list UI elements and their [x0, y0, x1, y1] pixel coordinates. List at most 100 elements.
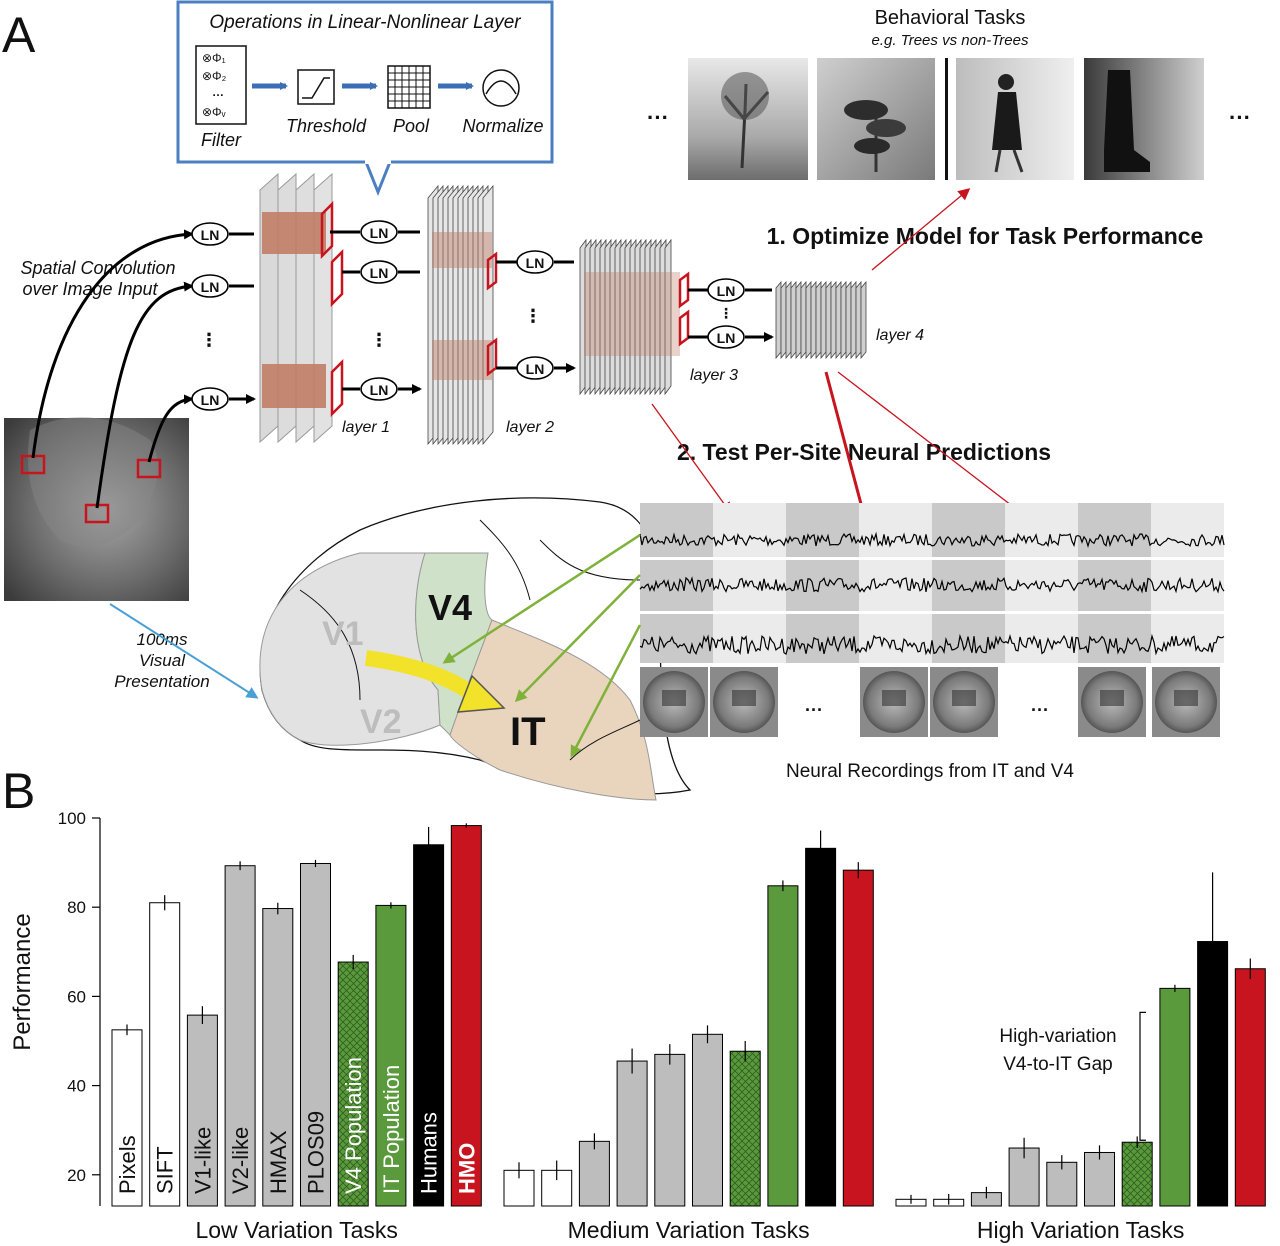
- bar-hmax: [262, 908, 294, 1207]
- ln-node: LN: [717, 283, 736, 299]
- gap-annotation-line2: V4-to-IT Gap: [1003, 1054, 1112, 1075]
- filter-term-2: ⊗Φ₂: [202, 69, 227, 83]
- feature-map: [820, 280, 827, 360]
- gap-annotation-line1: High-variation: [999, 1026, 1116, 1047]
- y-tick-label: 20: [67, 1166, 86, 1185]
- feature-map: [795, 280, 802, 360]
- neural-trace: [639, 531, 1225, 548]
- bar-v4-population: [1121, 1141, 1153, 1207]
- tree-image: [688, 58, 808, 180]
- layer-1-label: layer 1: [342, 419, 390, 436]
- gap-bracket: [1139, 1011, 1146, 1141]
- ln-node: LN: [526, 255, 545, 271]
- behavioral-dots-left: ···: [647, 105, 669, 130]
- feature-map: [845, 280, 852, 360]
- op-normalize: Normalize: [462, 116, 543, 136]
- ln-box-title: Operations in Linear-Nonlinear Layer: [209, 12, 521, 33]
- stimuli-dots-2: ···: [1031, 700, 1049, 720]
- input-image: [4, 417, 189, 601]
- bar-label: HMAX: [266, 1130, 291, 1194]
- ellipsis-vertical: ⋮: [524, 306, 542, 326]
- bar-v4-population: [729, 1050, 761, 1207]
- boots-image: [1084, 58, 1204, 180]
- neural-trace: [639, 576, 1225, 594]
- bar-pixels: [111, 1029, 143, 1207]
- ln-column-2: LN LN ⋮ LN: [330, 220, 420, 401]
- layer-3-stack: [579, 238, 690, 396]
- ln-node: LN: [526, 361, 545, 377]
- y-axis-label: Performance: [9, 913, 36, 1050]
- recording-arrows: [442, 533, 642, 758]
- threshold-icon: [297, 69, 335, 105]
- presentation-line3: Presentation: [114, 672, 209, 691]
- op-pool: Pool: [393, 116, 430, 136]
- ln-column-3: LN ⋮ LN: [496, 250, 574, 380]
- feature-map: [664, 238, 672, 396]
- stimulus-image: [710, 667, 778, 737]
- op-threshold: Threshold: [286, 116, 367, 136]
- filter-term-3: …: [212, 85, 224, 99]
- bar-plos09: [692, 1033, 723, 1207]
- stimulus-thumbnails: [640, 667, 1220, 737]
- bar-label: Pixels: [115, 1135, 140, 1194]
- bar-label: IT Population: [379, 1065, 404, 1194]
- stimuli-dots-1: ···: [805, 700, 823, 720]
- woman-image: [956, 58, 1074, 180]
- feature-map: [840, 280, 847, 360]
- spatial-conv-line1: Spatial Convolution: [20, 258, 175, 278]
- stimulus-image: [1152, 667, 1220, 737]
- bar-v1-like: [186, 1014, 218, 1207]
- ln-node: LN: [201, 227, 220, 243]
- ln-node: LN: [370, 382, 389, 398]
- spatial-conv-line2: over Image Input: [22, 279, 158, 299]
- bar-v4-population: [337, 961, 369, 1207]
- panel-a-label: A: [2, 7, 36, 63]
- ellipsis-vertical: ⋮: [370, 330, 388, 350]
- behavioral-dots-right: ···: [1229, 105, 1251, 130]
- ln-operations-box: Operations in Linear-Nonlinear Layer ⊗Φ₁…: [176, 0, 554, 197]
- area-it: IT: [510, 710, 546, 754]
- feature-map: [810, 280, 817, 360]
- y-tick-label: 100: [58, 809, 86, 828]
- bar-label: V2-like: [228, 1127, 253, 1194]
- stimulus-image: [930, 667, 998, 737]
- bar-hmax: [654, 1053, 686, 1207]
- behavioral-subtitle: e.g. Trees vs non-Trees: [871, 32, 1029, 49]
- bar-label: V4 Population: [341, 1057, 366, 1194]
- bar-label: Humans: [417, 1112, 442, 1194]
- bar-v1-like: [578, 1140, 610, 1207]
- feature-map: [780, 280, 787, 360]
- plant-image: [817, 58, 935, 180]
- feature-map: [825, 280, 832, 360]
- bar-v2-like: [616, 1060, 648, 1207]
- normalize-icon: [482, 69, 520, 107]
- filter-term-4: ⊗Φᵥ: [202, 105, 226, 119]
- ln-column-1: LN LN ⋮ LN: [191, 222, 254, 411]
- feature-map: [785, 280, 792, 360]
- bar-it-population: [767, 885, 799, 1207]
- feature-map: [855, 280, 862, 360]
- neural-caption: Neural Recordings from IT and V4: [786, 761, 1074, 782]
- filter-icon: [195, 45, 247, 125]
- bar-label: V1-like: [190, 1127, 215, 1194]
- ln-node: LN: [370, 265, 389, 281]
- presentation-line2: Visual: [139, 651, 186, 670]
- y-tick-label: 40: [67, 1077, 86, 1096]
- bar-hmo: [450, 825, 482, 1207]
- feature-map: [482, 184, 494, 446]
- feature-map: [830, 280, 837, 360]
- feature-map: [790, 280, 797, 360]
- bar-label: SIFT: [153, 1146, 178, 1194]
- feature-map: [805, 280, 812, 360]
- group-label: Low Variation Tasks: [195, 1217, 397, 1243]
- behavioral-tasks: Behavioral Tasks e.g. Trees vs non-Trees…: [647, 7, 1251, 180]
- group-label: Medium Variation Tasks: [568, 1217, 810, 1243]
- bar-humans: [805, 847, 837, 1207]
- bar-label: HMO: [454, 1143, 479, 1194]
- group-label: High Variation Tasks: [977, 1217, 1185, 1243]
- stimulus-image: [640, 667, 708, 737]
- feature-map: [850, 280, 857, 360]
- ln-node: LN: [370, 225, 389, 241]
- op-filter: Filter: [201, 130, 242, 150]
